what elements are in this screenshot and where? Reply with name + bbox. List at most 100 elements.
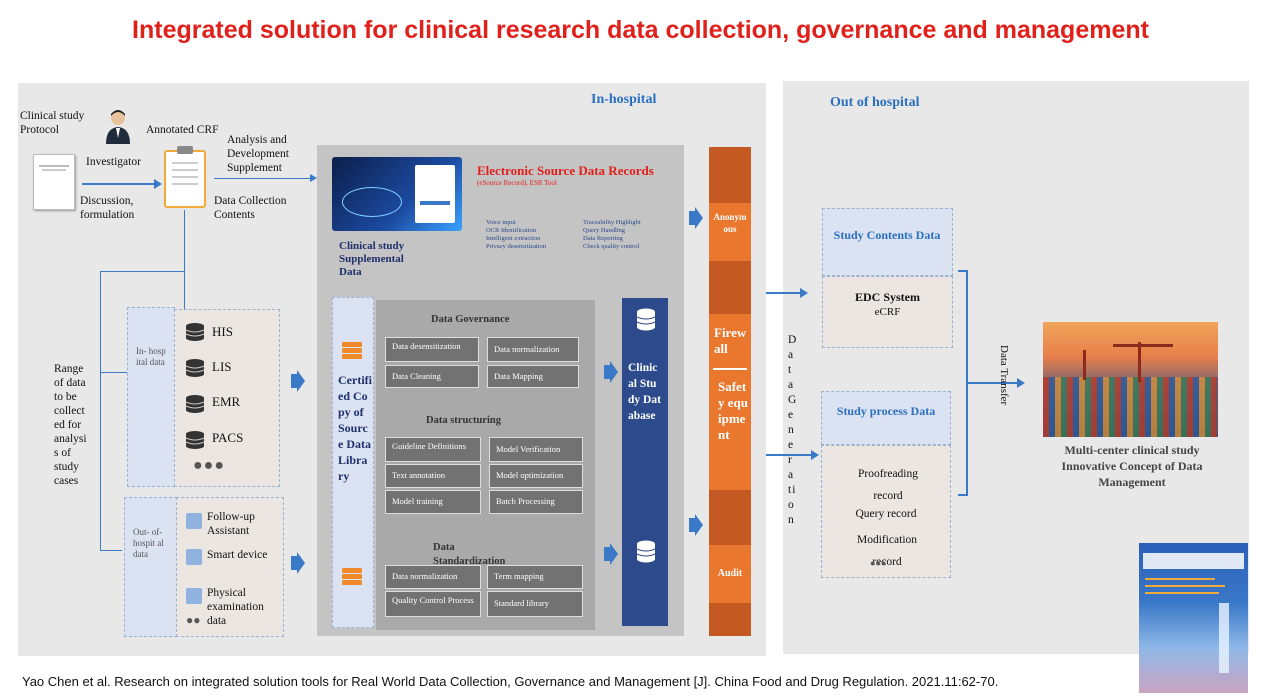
flow-arrow: [291, 370, 305, 397]
ecrf-label: eCRF: [874, 306, 901, 318]
anonymous-label: Anonymous: [713, 212, 747, 234]
physical-exam-icon: [186, 588, 202, 604]
flow-arrow: [604, 361, 618, 388]
study-process-label: Study process Data: [836, 404, 936, 418]
governance-item: Data Mapping: [487, 365, 579, 388]
feature-item: Voice input: [486, 219, 516, 226]
structuring-item: Model optimization: [489, 464, 583, 488]
out-hospital-data-column: [124, 497, 177, 637]
out-hospital-title: Out of hospital: [830, 95, 920, 110]
connector-line: [100, 271, 101, 551]
esr-title: Electronic Source Data Records: [477, 163, 654, 178]
multi-center-label: Multi-center clinical study Innovative C…: [1061, 443, 1203, 489]
follow-up-icon: [186, 513, 202, 529]
connector-line: [214, 178, 314, 179]
arrow-head: [811, 450, 819, 460]
standardization-title: Data Standardization: [433, 542, 506, 567]
flow-arrow: [291, 552, 305, 579]
data-transfer-label: Data Transfer: [998, 345, 1010, 406]
audit-label: Audit: [717, 568, 743, 579]
data-generation-label: DataGeneration: [788, 334, 798, 526]
standardization-item: Term mapping: [487, 565, 583, 589]
standardization-item: Standard library: [487, 591, 583, 617]
standardization-item: Data normalization: [385, 565, 481, 589]
emr-label: EMR: [212, 394, 241, 409]
feature-item: Data Reporting: [583, 235, 623, 242]
clinical-database: [622, 298, 668, 626]
protocol-document-icon: [33, 154, 75, 210]
feature-item: Check quality control: [583, 243, 640, 250]
analysis-supplement-label: Analysis and Development Supplement: [227, 134, 289, 174]
connector-line: [100, 550, 122, 551]
flow-arrow: [689, 514, 703, 541]
data-collection-contents-label: Data Collection Contents: [214, 195, 287, 221]
governance-item: Data Cleaning: [385, 365, 479, 388]
safety-block: [709, 314, 751, 490]
proofreading-label: Proofreading record: [857, 468, 919, 502]
structuring-item: Model Verification: [489, 437, 583, 462]
page-title: Integrated solution for clinical researc…: [132, 16, 1149, 44]
server-icon: [342, 342, 362, 365]
audit-block: [709, 545, 751, 603]
structuring-item: Text annotation: [385, 464, 481, 488]
edc-label: EDC System: [855, 290, 920, 304]
discussion-label: Discussion, formulation: [80, 195, 135, 221]
governance-item: Data normalization: [487, 337, 579, 362]
range-of-data-label: Range of data to be collect ed for analy…: [54, 363, 87, 487]
investigator-label: Investigator: [86, 156, 141, 168]
connector-line: [184, 210, 185, 272]
structuring-item: Batch Processing: [489, 490, 583, 514]
lis-db-icon: [185, 358, 205, 383]
his-db-icon: [185, 322, 205, 347]
query-record-label: Query record: [855, 508, 917, 520]
connector-line: [100, 271, 184, 272]
standardization-item: Quality Control Process: [385, 591, 481, 617]
esr-screenshot: [332, 157, 462, 231]
governance-title: Data Governance: [431, 314, 510, 325]
connector-line: [968, 382, 1018, 384]
connector-line: [82, 183, 160, 185]
arrow-head: [310, 174, 317, 182]
supplemental-data-label: Clinical study Supplemental Data: [339, 240, 405, 278]
study-process-header: [821, 391, 951, 445]
study-contents-header: [822, 208, 953, 276]
flow-arrow: [689, 207, 703, 234]
feature-item: Intelligent extraction: [486, 235, 541, 242]
more-dots-icon: ●●●: [870, 558, 887, 568]
structuring-item: Model training: [385, 490, 481, 514]
governance-item: Data desensitization: [385, 337, 479, 362]
safety-label: Safety equipment: [718, 379, 748, 442]
pacs-label: PACS: [212, 430, 244, 445]
protocol-label: Clinical study Protocol: [20, 110, 85, 136]
structuring-item: Guideline Definitions: [385, 437, 481, 462]
study-contents-label: Study Contents Data: [833, 228, 941, 242]
esr-features-left: Voice input OCR Identification Intellige…: [486, 219, 546, 251]
clipboard-icon: [164, 146, 206, 208]
citation: Yao Chen et al. Research on integrated s…: [22, 674, 999, 689]
esr-subtitle: (eSource Record), ESR Tool: [477, 179, 557, 187]
feature-item: Query Handling: [583, 227, 626, 234]
smart-device-label: Smart device: [207, 549, 268, 561]
his-label: HIS: [212, 324, 233, 339]
edc-box: [822, 276, 953, 348]
firewall-label: Firewall: [714, 325, 747, 356]
process-box: [821, 445, 951, 578]
in-hospital-data-column: [127, 307, 175, 487]
feature-item: Privacy desensitization: [486, 243, 547, 250]
feature-item: Traceability Highlight: [583, 219, 641, 226]
in-hospital-title: In-hospital: [591, 92, 657, 107]
flow-arrow: [604, 543, 618, 570]
connector-line: [766, 454, 812, 456]
in-hospital-data-label: In- hosp ital data: [136, 346, 166, 367]
anonymous-block: [709, 203, 751, 261]
structuring-title: Data structuring: [426, 415, 501, 426]
smart-device-icon: [186, 549, 202, 565]
arrow-head: [800, 288, 808, 298]
connector-line: [100, 372, 122, 373]
esr-features-right: Traceability Highlight Query Handling Da…: [583, 219, 641, 251]
more-dots-icon: ●●: [186, 613, 201, 627]
out-hospital-data-label: Out- of- hospit al data: [133, 527, 164, 559]
port-image: [1043, 322, 1218, 437]
pacs-db-icon: [185, 430, 205, 455]
server-icon: [342, 568, 362, 591]
